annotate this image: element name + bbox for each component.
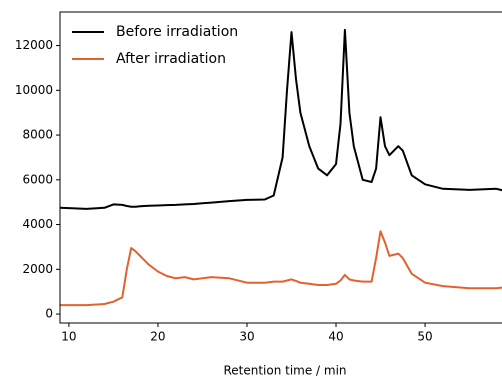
x-tick-label: 30 bbox=[239, 330, 254, 344]
y-tick-label: 12000 bbox=[15, 38, 53, 52]
x-tick-label: 10 bbox=[61, 330, 76, 344]
x-tick-label: 40 bbox=[328, 330, 343, 344]
y-tick-label: 4000 bbox=[22, 217, 53, 231]
data-line bbox=[60, 230, 502, 307]
plot-frame bbox=[59, 11, 502, 324]
x-tick-label: 50 bbox=[417, 330, 432, 344]
y-tick-label: 10000 bbox=[15, 83, 53, 97]
y-tick-label: 0 bbox=[45, 307, 53, 321]
x-tick-label: 20 bbox=[150, 330, 165, 344]
legend-label: Before irradiation bbox=[116, 24, 238, 40]
legend-label: After irradiation bbox=[116, 51, 226, 67]
y-tick-label: 6000 bbox=[22, 172, 53, 186]
y-tick-label: 2000 bbox=[22, 262, 53, 276]
y-tick-label: 8000 bbox=[22, 128, 53, 142]
x-axis-label: Retention time / min bbox=[223, 364, 346, 378]
data-line bbox=[59, 28, 502, 210]
